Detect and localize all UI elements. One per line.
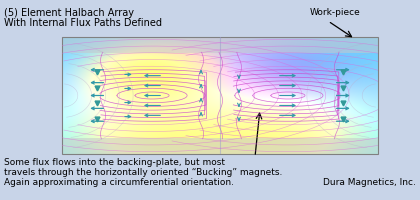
Text: travels through the horizontally oriented “Bucking” magnets.: travels through the horizontally oriente… [4,167,282,176]
Bar [62,38,378,154]
Text: (5) Element Halbach Array: (5) Element Halbach Array [4,8,134,18]
Text: With Internal Flux Paths Defined: With Internal Flux Paths Defined [4,18,162,28]
Text: Work-piece: Work-piece [310,8,361,17]
Text: Again approximating a circumferential orientation.: Again approximating a circumferential or… [4,177,234,186]
Text: Dura Magnetics, Inc.: Dura Magnetics, Inc. [323,177,416,186]
Text: Some flux flows into the backing-plate, but most: Some flux flows into the backing-plate, … [4,157,225,166]
